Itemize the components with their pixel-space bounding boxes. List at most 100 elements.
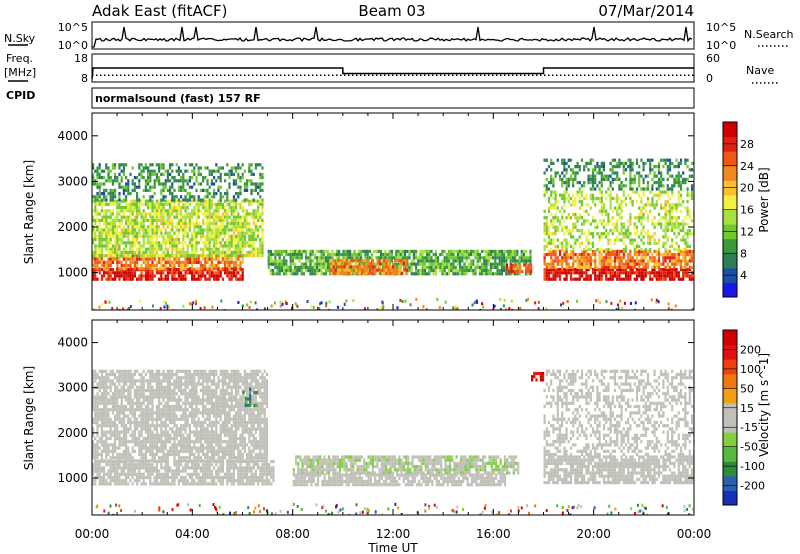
heatmap-cell (184, 169, 187, 173)
heatmap-cell (235, 277, 238, 281)
heatmap-cell (136, 479, 139, 483)
heatmap-cell (421, 256, 424, 260)
heatmap-cell (155, 479, 158, 483)
heatmap-cell (554, 265, 557, 269)
heatmap-cell (569, 235, 573, 239)
heatmap-cell (609, 219, 612, 223)
heatmap-cell (94, 469, 97, 473)
noise-cell (381, 301, 384, 305)
heatmap-cell (405, 268, 408, 272)
heatmap-cell (338, 249, 341, 253)
heatmap-cell (578, 228, 581, 233)
heatmap-cell (622, 184, 625, 188)
heatmap-cell (125, 271, 128, 275)
heatmap-cell (496, 256, 499, 260)
heatmap-cell (294, 262, 297, 266)
noise-cell (595, 308, 598, 310)
heatmap-cell (114, 225, 117, 229)
heatmap-cell (547, 241, 551, 245)
heatmap-cell (188, 212, 191, 216)
heatmap-cell (100, 202, 103, 206)
noise-cell (92, 308, 95, 310)
heatmap-cell (228, 182, 231, 186)
heatmap-cell (684, 222, 687, 226)
heatmap-cell (140, 472, 143, 476)
heatmap-cell (591, 259, 595, 263)
heatmap-cell (550, 222, 553, 226)
heatmap-cell (173, 206, 176, 210)
heatmap-cell (186, 206, 189, 210)
heatmap-cell (107, 234, 110, 238)
heatmap-cell (226, 163, 229, 167)
heatmap-cell (690, 187, 694, 191)
heatmap-cell (173, 257, 176, 261)
noise-cell (576, 299, 579, 303)
heatmap-cell (465, 256, 468, 260)
heatmap-cell (96, 212, 99, 216)
heatmap-cell (651, 259, 654, 263)
heatmap-cell (166, 479, 169, 483)
heatmap-cell (291, 249, 294, 253)
heatmap-cell (142, 209, 145, 213)
heatmap-cell (127, 254, 130, 258)
heatmap-cell (415, 269, 418, 273)
heatmap-cell (489, 262, 492, 266)
heatmap-cell (419, 262, 422, 266)
heatmap-cell (613, 196, 617, 201)
heatmap-cell (527, 259, 530, 263)
heatmap-cell (598, 200, 601, 204)
heatmap-cell (250, 247, 253, 251)
heatmap-cell (239, 228, 242, 232)
heatmap-cell (160, 260, 163, 264)
heatmap-cell (585, 277, 588, 281)
heatmap-cell (675, 222, 678, 226)
heatmap-cell (543, 225, 546, 229)
heatmap-cell (394, 271, 397, 275)
heatmap-cell (382, 253, 385, 257)
heatmap-cell (616, 209, 619, 213)
heatmap-cell (569, 203, 573, 207)
heatmap-cell (147, 234, 150, 238)
heatmap-cell (127, 206, 130, 210)
heatmap-cell (545, 216, 548, 220)
heatmap-cell (401, 249, 404, 253)
heatmap-cell (147, 267, 150, 271)
heatmap-cell (100, 182, 103, 186)
heatmap-cell (640, 158, 643, 162)
heatmap-cell (131, 241, 134, 245)
heatmap-cell (629, 238, 632, 242)
heatmap-cell (554, 174, 557, 178)
heatmap-cell (556, 248, 559, 252)
heatmap-cell (561, 184, 564, 188)
heatmap-cell (622, 241, 625, 245)
heatmap-cell (638, 249, 641, 253)
heatmap-cell (688, 249, 691, 253)
heatmap-cell (677, 203, 680, 207)
heatmap-cell (151, 185, 154, 189)
heatmap-cell (576, 277, 579, 281)
heatmap-cell (140, 267, 143, 271)
heatmap-cell (613, 271, 617, 275)
heatmap-cell (131, 179, 134, 183)
heatmap-cell (171, 163, 174, 167)
heatmap-cell (498, 249, 501, 253)
heatmap-cell (428, 253, 431, 257)
heatmap-cell (173, 264, 176, 268)
heatmap-cell (357, 256, 360, 260)
heatmap-cell (686, 190, 689, 194)
heatmap-cell (651, 177, 654, 181)
heatmap-cell (305, 262, 308, 266)
heatmap-cell (653, 256, 656, 260)
heatmap-cell (332, 258, 335, 263)
heatmap-cell (142, 195, 145, 199)
heatmap-cell (243, 209, 246, 213)
heatmap-cell (127, 185, 130, 189)
heatmap-cell (103, 482, 106, 486)
heatmap-cell (243, 241, 246, 245)
heatmap-cell (125, 218, 128, 222)
heatmap-cell (545, 177, 548, 181)
heatmap-cell (272, 262, 275, 266)
heatmap-cell (412, 253, 415, 257)
heatmap-cell (503, 259, 506, 263)
heatmap-cell (107, 169, 110, 173)
